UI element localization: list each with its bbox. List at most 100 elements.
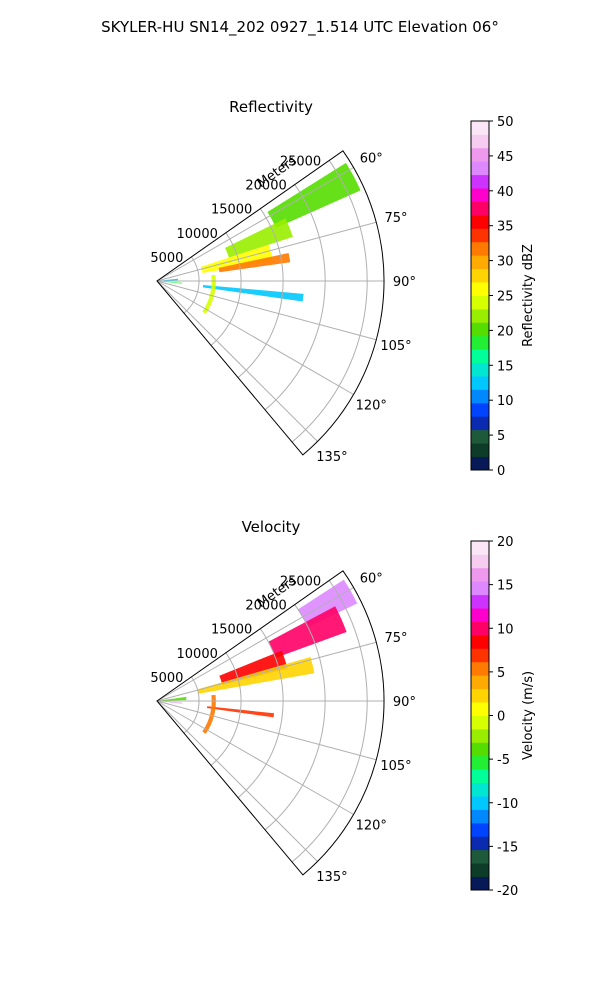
- range-ring: [237, 208, 284, 378]
- azimuth-spoke: [156, 280, 377, 341]
- panel-title: Reflectivity: [229, 98, 313, 116]
- colorbar-segment: [471, 376, 489, 390]
- grid: [156, 160, 384, 443]
- data-cell: [159, 701, 183, 704]
- data-cell: [225, 218, 293, 258]
- colorbar-tick-label: 45: [497, 150, 514, 165]
- colorbar-segment: [471, 161, 489, 176]
- azimuth-spoke: [156, 167, 354, 282]
- colorbar-segment: [471, 782, 489, 797]
- azimuth-spoke: [156, 221, 377, 282]
- range-tick-label: 15000: [211, 203, 252, 218]
- azimuth-spoke: [156, 280, 354, 395]
- colorbar-tick-label: -10: [497, 797, 518, 812]
- azimuth-tick-label: 75°: [384, 211, 407, 226]
- colorbar-segment: [471, 554, 489, 569]
- azimuth-tick-label: 90°: [393, 695, 416, 710]
- chart-panel-0: Reflectivity500010000150002000025000Mete…: [150, 98, 536, 479]
- azimuth-tick-label: 120°: [356, 399, 387, 414]
- data-cell: [267, 162, 361, 228]
- colorbar-tick-label: 30: [497, 255, 514, 270]
- data-cell: [159, 696, 187, 701]
- colorbar-segment: [471, 634, 489, 649]
- colorbar-tick-label: 15: [497, 359, 514, 374]
- colorbar-segment: [471, 456, 489, 471]
- colorbar-segment: [471, 581, 489, 596]
- range-tick-label: 5000: [150, 671, 183, 686]
- colorbar-tick-label: 5: [497, 666, 505, 681]
- data-cell: [161, 278, 179, 281]
- azimuth-spoke: [156, 641, 377, 702]
- colorbar-segment: [471, 661, 489, 676]
- colorbar-tick-label: -20: [497, 884, 518, 899]
- range-tick-label: 20000: [245, 599, 286, 614]
- azimuth-spoke: [156, 700, 318, 862]
- range-tick-label: 15000: [211, 623, 252, 638]
- colorbar-segment: [471, 715, 489, 730]
- colorbar-tick-label: 35: [497, 220, 514, 235]
- azimuth-spoke: [156, 700, 377, 761]
- range-tick-label: 25000: [280, 574, 321, 589]
- colorbar-segment: [471, 282, 489, 296]
- azimuth-tick-label: 105°: [380, 759, 411, 774]
- colorbar-segment: [471, 402, 489, 417]
- colorbar-segment: [471, 188, 489, 202]
- range-tick-label: 20000: [245, 179, 286, 194]
- azimuth-tick-label: 75°: [384, 631, 407, 646]
- colorbar-segment: [471, 608, 489, 622]
- range-tick-label: 10000: [177, 647, 218, 662]
- colorbar-segment: [471, 335, 489, 350]
- colorbar-segment: [471, 836, 489, 851]
- data-cell: [218, 253, 291, 273]
- data-cell: [197, 656, 315, 694]
- colorbar: -20 -15 -10 -5 0 5 10 15 20 Velocity (m/s): [470, 535, 536, 899]
- colorbar-segment: [471, 796, 489, 810]
- colorbar-tick-label: 10: [497, 622, 514, 637]
- colorbar-tick-label: 5: [497, 429, 505, 444]
- figure-title: SKYLER-HU SN14_202 0927_1.514 UTC Elevat…: [101, 18, 499, 37]
- data-cell: [200, 244, 273, 273]
- range-ring: [264, 184, 326, 411]
- azimuth-tick-label: 135°: [316, 870, 347, 885]
- grid: [156, 580, 384, 863]
- colorbar-tick-label: 15: [497, 579, 514, 594]
- colorbar-segment: [471, 255, 489, 270]
- range-ring: [291, 160, 368, 443]
- range-ring: [183, 256, 200, 314]
- colorbar-segment: [471, 147, 489, 162]
- colorbar-segment: [471, 675, 489, 690]
- colorbar: 0 5 10 15 20 25 30 35 40 45 50 Reflectivity dBZ: [470, 115, 536, 479]
- azimuth-spoke: [156, 700, 354, 815]
- range-ring: [210, 232, 242, 346]
- azimuth-tick-label: 90°: [393, 275, 416, 290]
- colorbar-segment: [471, 228, 489, 243]
- colorbar-label: Reflectivity dBZ: [521, 244, 536, 347]
- colorbar-segment: [471, 362, 489, 377]
- colorbar-segment: [471, 876, 489, 891]
- sector-frame: [156, 150, 385, 456]
- azimuth-tick-label: 105°: [380, 339, 411, 354]
- colorbar-segment: [471, 863, 489, 877]
- colorbar-segment: [471, 429, 489, 444]
- colorbar-segment: [471, 389, 489, 404]
- colorbar-segment: [471, 201, 489, 216]
- colorbar-segment: [471, 621, 489, 636]
- colorbar-segment: [471, 295, 489, 310]
- colorbar-segment: [471, 567, 489, 582]
- data-cell: [202, 274, 216, 314]
- range-tick-label: 25000: [280, 154, 321, 169]
- range-ring: [210, 652, 242, 766]
- colorbar-segment: [471, 349, 489, 364]
- colorbar-segment: [471, 849, 489, 864]
- colorbar-segment: [471, 755, 489, 770]
- data-cell: [202, 694, 216, 734]
- colorbar-segment: [471, 809, 489, 824]
- azimuth-tick-label: 60°: [360, 151, 383, 166]
- azimuth-spoke: [156, 587, 354, 702]
- colorbar-segment: [471, 134, 489, 149]
- colorbar-segment: [471, 268, 489, 283]
- range-ring: [183, 676, 200, 734]
- colorbar-segment: [471, 214, 489, 229]
